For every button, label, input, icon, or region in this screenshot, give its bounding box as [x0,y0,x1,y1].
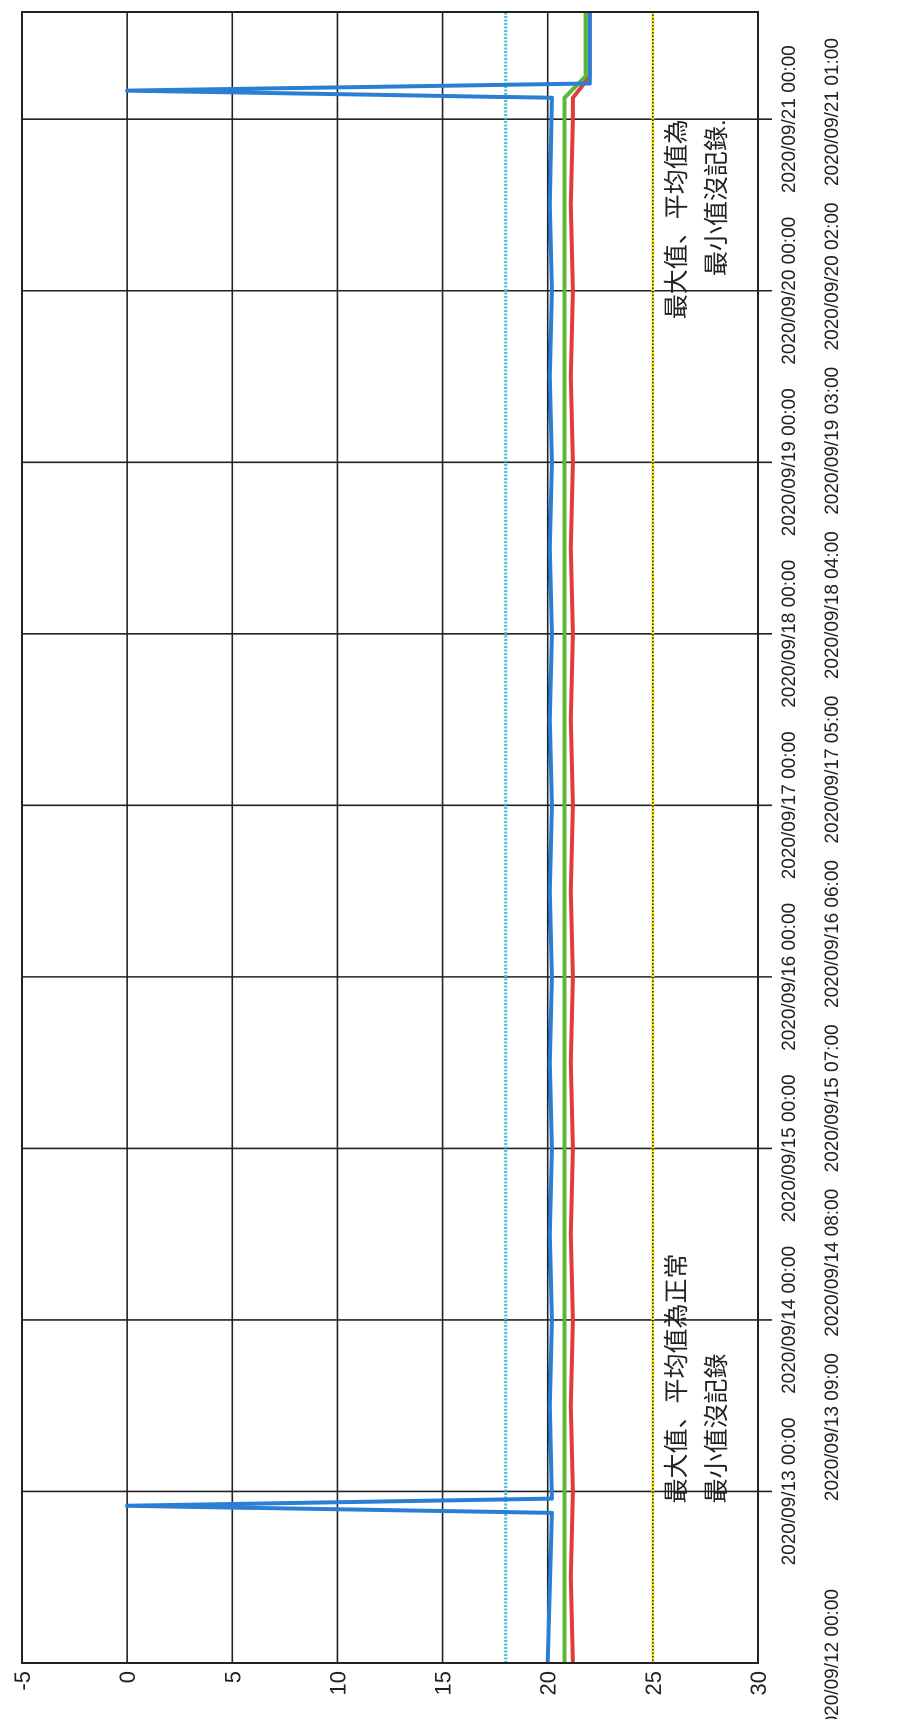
x-tick-label: 2020/09/20 02:00 [822,202,843,350]
x-tick-label: 2020/09/19 00:00 [779,388,800,536]
x-tick-label: 2020/09/19 03:00 [822,367,843,515]
y-axis-ticks: -5 0 5 10 15 20 25 30 [10,1671,771,1695]
plot-frame [21,11,759,1664]
x-tick-label: 2020/09/16 06:00 [822,860,843,1008]
x-tick-label: 2020/09/21 01:00 [822,38,843,186]
y-tick-label: -5 [10,1671,35,1691]
x-tick-label: 2020/09/17 05:00 [822,696,843,844]
y-tick-label: 5 [220,1671,245,1683]
plot-border [21,11,759,1664]
annotation-text: 最小值沒記錄 [703,1353,731,1503]
x-tick-label: 2020/09/21 00:00 [779,45,800,193]
series-group [125,12,655,1664]
series-line-3 [568,12,592,1664]
y-tick-label: 20 [536,1671,561,1695]
y-tick-label: 30 [746,1671,771,1695]
x-tick-label: 2020/09/14 08:00 [822,1189,843,1337]
x-tick-label: 2020/09/18 00:00 [779,560,800,708]
x-tick-label: 2020/09/15 00:00 [779,1074,800,1222]
annotations: 最大值、平均值為正常 最小值沒記錄 最大值、平均值為 最小值沒記錄. [663,119,731,1503]
x-tick-label: 2020/09/12 00:00 [822,1589,843,1719]
x-tick-label: 2020/09/16 00:00 [779,903,800,1051]
y-tick-label: 0 [115,1671,140,1683]
annotation-text: 最大值、平均值為正常 [663,1253,691,1503]
x-tick-label: 2020/09/20 00:00 [779,217,800,365]
x-axis-ticks: 2020/09/12 00:00 2020/09/13 09:00 2020/09/… [779,38,843,1719]
x-tick-label: 2020/09/15 07:00 [822,1024,843,1172]
series-line-4 [562,12,588,1663]
x-tick-label: 2020/09/13 09:00 [822,1353,843,1501]
x-tick-label: 2020/09/17 00:00 [779,731,800,879]
annotation-text: 最大值、平均值為 [663,119,691,319]
x-tick-label: 2020/09/14 00:00 [779,1246,800,1394]
annotation-text: 最小值沒記錄. [703,119,731,276]
y-tick-label: 10 [325,1671,350,1695]
x-tick-label: 2020/09/18 04:00 [822,531,843,679]
y-tick-label: 25 [641,1671,666,1695]
series-line-5 [125,12,592,1664]
y-tick-label: 15 [431,1671,456,1695]
x-tick-label: 2020/09/13 00:00 [779,1418,800,1566]
